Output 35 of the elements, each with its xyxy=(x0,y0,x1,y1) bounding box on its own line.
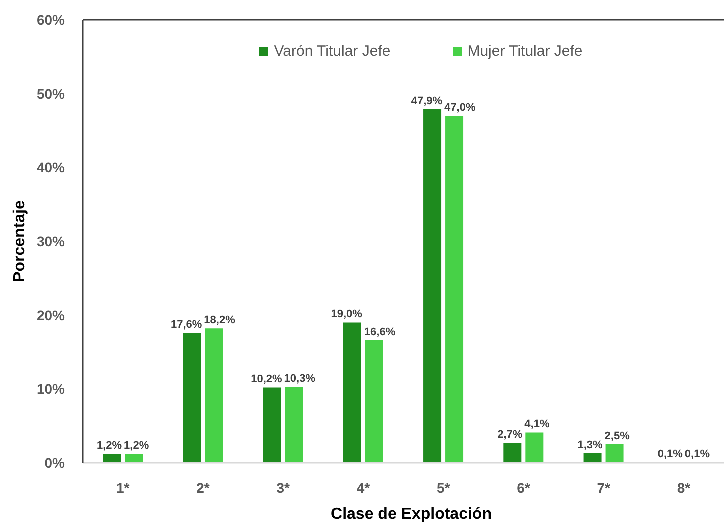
y-tick-label: 0% xyxy=(44,455,66,471)
y-axis-title: Porcentaje xyxy=(12,200,28,282)
y-tick-label: 50% xyxy=(36,86,66,102)
x-tick-label: 1* xyxy=(116,480,130,496)
x-tick-label: 4* xyxy=(356,480,371,496)
data-label: 1,3% xyxy=(578,439,603,452)
data-label: 19,0% xyxy=(331,308,363,321)
y-tick-label: 30% xyxy=(36,234,66,250)
data-label: 1,2% xyxy=(96,440,122,452)
y-tick-label: 40% xyxy=(36,160,66,176)
legend-label: Varón Titular Jefe xyxy=(274,43,391,60)
data-label: 10,2% xyxy=(251,374,282,386)
x-tick-label: 5* xyxy=(436,480,451,496)
data-label: 18,2% xyxy=(204,314,236,327)
data-label: 0,1% xyxy=(684,448,710,460)
y-tick-label: 20% xyxy=(36,307,66,324)
data-label: 17,6% xyxy=(170,319,202,332)
data-label: 0,1% xyxy=(658,448,684,460)
x-tick-label: 7* xyxy=(597,480,611,496)
x-tick-label: 6* xyxy=(517,480,531,496)
data-label: 47,0% xyxy=(444,102,476,114)
y-tick-label: 60% xyxy=(36,12,66,28)
y-tick-label: 10% xyxy=(36,381,66,398)
x-tick-label: 2* xyxy=(196,480,210,496)
data-label: 2,7% xyxy=(498,429,523,442)
data-label: 4,1% xyxy=(524,418,550,431)
data-label: 1,2% xyxy=(124,440,150,452)
legend-label: Mujer Titular Jefe xyxy=(468,43,583,60)
data-label: 2,5% xyxy=(604,430,630,443)
x-tick-label: 8* xyxy=(677,480,692,496)
data-label: 16,6% xyxy=(364,326,396,338)
data-label: 10,3% xyxy=(284,372,316,385)
data-label: 47,9% xyxy=(411,95,443,108)
x-tick-label: 3* xyxy=(276,480,290,496)
x-axis-title: Clase de Explotación xyxy=(331,506,492,523)
